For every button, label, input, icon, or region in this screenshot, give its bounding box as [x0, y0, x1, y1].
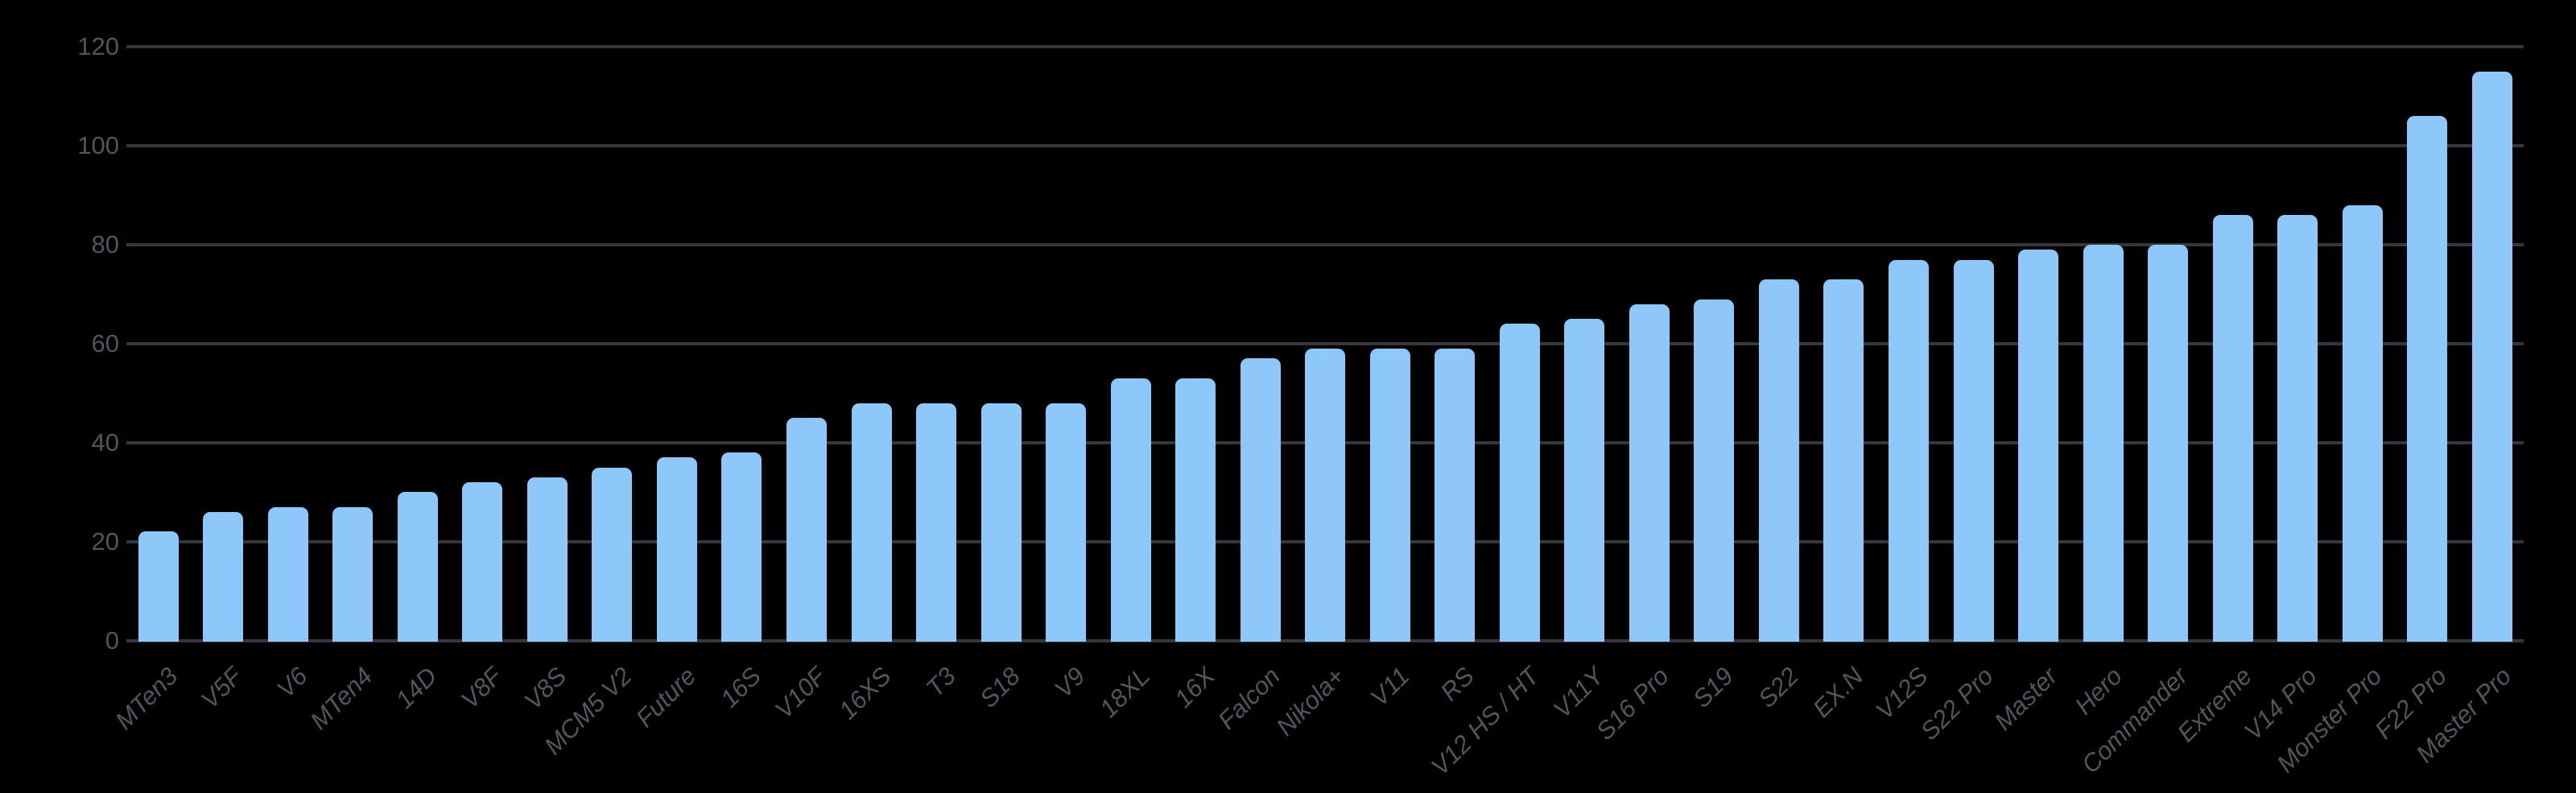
chart-bar[interactable]	[1369, 349, 1410, 642]
x-axis-label: 18XL	[1094, 662, 1156, 723]
chart-bar[interactable]	[1305, 349, 1346, 642]
y-axis-tick-label: 20	[91, 527, 119, 556]
chart-bar[interactable]	[2212, 215, 2253, 642]
y-axis-tick-label: 100	[77, 131, 119, 160]
chart-bar[interactable]	[1110, 378, 1151, 642]
chart-bar[interactable]	[851, 403, 892, 642]
chart-bar[interactable]	[1175, 378, 1216, 642]
gridline	[126, 341, 2524, 345]
chart-bar[interactable]	[332, 506, 374, 642]
chart-bar[interactable]	[1564, 319, 1605, 642]
chart-bar[interactable]	[1240, 358, 1281, 642]
chart-bar[interactable]	[1046, 403, 1087, 642]
x-axis-label: V8F	[455, 662, 508, 714]
x-axis-label: V5F	[196, 662, 248, 714]
x-axis-label: Nikola+	[1270, 662, 1350, 741]
chart-bar[interactable]	[526, 477, 568, 642]
chart-bar[interactable]	[786, 418, 827, 642]
chart-bar[interactable]	[138, 531, 179, 642]
chart-bar[interactable]	[1694, 299, 1735, 642]
chart-bar[interactable]	[462, 481, 503, 642]
x-axis-label: S22	[1752, 662, 1804, 713]
chart-bar[interactable]	[916, 403, 957, 642]
x-axis-label: 16X	[1169, 662, 1220, 713]
x-axis-label: V10F	[769, 662, 832, 725]
x-axis-label: S18	[974, 662, 1026, 713]
chart-bar[interactable]	[1629, 304, 1670, 642]
y-axis-tick-label: 120	[77, 32, 119, 61]
y-axis-tick-label: 60	[91, 328, 119, 357]
x-axis-label: 16XS	[832, 662, 897, 725]
y-axis-tick-label: 40	[91, 427, 119, 456]
x-axis-label: V11	[1364, 662, 1415, 712]
chart-bar[interactable]	[2083, 245, 2124, 642]
chart-bar[interactable]	[267, 506, 308, 642]
x-axis-label: Master	[1989, 662, 2063, 736]
x-axis-label: Future	[630, 662, 702, 733]
y-axis-tick-label: 80	[91, 230, 119, 259]
x-axis-label: MTen4	[304, 662, 378, 735]
chart-bar[interactable]	[1953, 259, 1994, 642]
gridline	[126, 243, 2524, 247]
chart-bar[interactable]	[1758, 279, 1799, 642]
x-axis-label: V9	[1049, 662, 1091, 704]
chart-bar[interactable]	[2471, 72, 2512, 642]
chart-bar[interactable]	[1889, 259, 1929, 642]
chart-bar[interactable]	[2277, 215, 2318, 642]
x-axis-label: V6	[270, 662, 313, 704]
x-axis-label: S22 Pro	[1914, 662, 1999, 746]
chart-bar[interactable]	[721, 452, 762, 642]
chart-bar[interactable]	[2407, 116, 2448, 642]
x-axis-label: T3	[920, 662, 961, 703]
chart-bar[interactable]	[203, 511, 244, 642]
chart-bar[interactable]	[592, 467, 633, 642]
gridline	[126, 45, 2524, 49]
x-axis-label: EX.N	[1807, 662, 1869, 723]
x-axis-label: V8S	[518, 662, 572, 716]
chart-bar[interactable]	[2148, 245, 2189, 642]
x-axis-label: 14D	[390, 662, 443, 714]
x-axis-label: 16S	[715, 662, 767, 713]
chart-bar[interactable]	[1823, 279, 1864, 642]
chart-bar[interactable]	[1435, 349, 1476, 642]
chart-bar[interactable]	[980, 403, 1022, 642]
x-axis-label: MTen3	[109, 662, 184, 735]
chart-bar[interactable]	[2018, 250, 2059, 642]
chart-bar[interactable]	[397, 492, 438, 642]
y-axis-tick-label: 0	[105, 626, 119, 655]
x-axis-label: S19	[1687, 662, 1740, 713]
x-axis-label: Hero	[2070, 662, 2128, 721]
gridline	[126, 144, 2524, 148]
x-axis-label: RS	[1435, 662, 1480, 707]
chart-bar[interactable]	[1499, 324, 1540, 642]
chart-bar[interactable]	[656, 457, 697, 642]
chart-bar[interactable]	[2342, 205, 2383, 642]
